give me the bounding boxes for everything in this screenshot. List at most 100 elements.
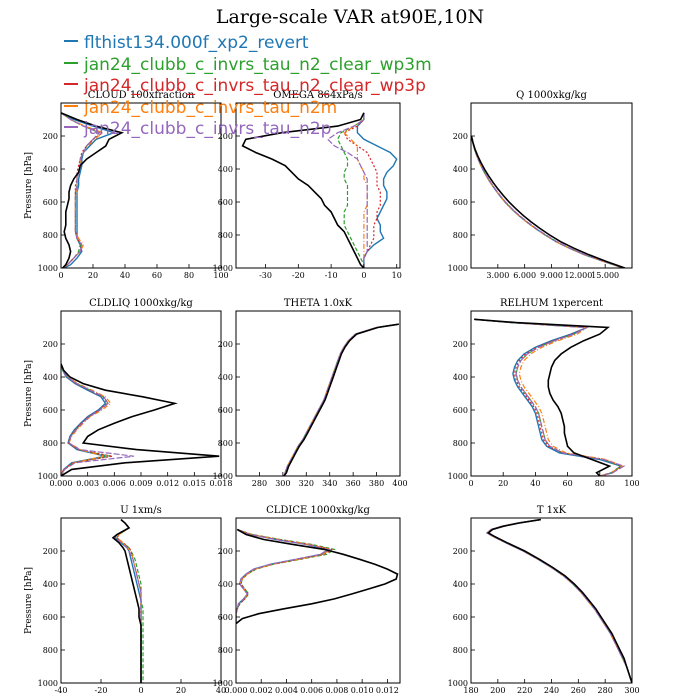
x-tick-label: 0 (361, 271, 366, 280)
x-tick-label: 0.009 (130, 479, 153, 488)
series-line (474, 318, 623, 476)
y-tick-label: 200 (218, 132, 233, 141)
x-tick-label: 180 (463, 686, 478, 695)
x-tick-label: 80 (184, 271, 194, 280)
series-line (114, 519, 142, 683)
x-tick-label: 0.006 (300, 686, 323, 695)
series-line (356, 112, 398, 268)
legend-label: jan24_clubb_c_invrs_tau_n2m (84, 97, 338, 118)
series-line (61, 363, 134, 476)
y-tick-label: 800 (43, 646, 58, 655)
y-tick-label: 1000 (213, 264, 233, 273)
series-line (471, 135, 625, 268)
y-tick-label: 800 (218, 231, 233, 240)
y-tick-label: 200 (218, 547, 233, 556)
series-line (326, 112, 368, 268)
panel-title: CLOUD 100xfraction (88, 90, 195, 101)
y-tick-label: 200 (43, 132, 58, 141)
x-tick-label: 20 (498, 479, 508, 488)
figure-title: Large-scale VAR at90E,10N (215, 6, 485, 28)
series-line (337, 112, 365, 268)
legend-label: jan24_clubb_c_invrs_tau_n2_clear_wp3m (84, 54, 432, 75)
x-tick-label: -40 (55, 686, 68, 695)
x-tick-label: -10 (325, 271, 338, 280)
series-line (343, 112, 368, 268)
panel: -30 -20 -10 0 10 200 400 600 800 1000 OMEGA 864xPa… (213, 90, 402, 280)
x-tick-label: 200 (490, 686, 505, 695)
series-line (486, 519, 632, 683)
x-tick-label: 380 (369, 479, 384, 488)
y-axis-label: Pressure [hPa] (24, 152, 34, 219)
reference-series-line (474, 318, 612, 476)
x-tick-label: 3.000 (486, 271, 509, 280)
x-tick-label: 60 (152, 271, 162, 280)
plot-frame (235, 102, 401, 269)
y-tick-label: 400 (453, 165, 468, 174)
y-tick-label: 600 (453, 613, 468, 622)
panel-title: RELHUM 1xpercent (500, 298, 603, 309)
panel-title: OMEGA 864xPa/s (273, 90, 363, 101)
series-line (471, 135, 624, 268)
x-tick-label: 0.004 (275, 686, 298, 695)
y-tick-label: 800 (43, 439, 58, 448)
x-tick-label: 60 (563, 479, 573, 488)
x-tick-label: 40 (120, 271, 130, 280)
series-line (283, 323, 399, 476)
series-line (474, 318, 624, 476)
y-tick-label: 400 (218, 373, 233, 382)
y-tick-label: 1000 (38, 472, 58, 481)
y-tick-label: 1000 (448, 679, 468, 688)
x-tick-label: 0.015 (183, 479, 206, 488)
panel-title: Q 1000xkg/kg (516, 90, 587, 101)
y-tick-label: 800 (453, 231, 468, 240)
x-tick-label: 0.012 (376, 686, 399, 695)
legend-entry: jan24_clubb_c_invrs_tau_n2_clear_wp3m (64, 55, 432, 77)
reference-series-line (61, 363, 220, 476)
x-tick-label: 340 (322, 479, 337, 488)
panel-title: CLDICE 1000xkg/kg (266, 505, 370, 516)
y-tick-label: 1000 (448, 472, 468, 481)
y-axis-label: Pressure [hPa] (24, 360, 34, 427)
series-line (283, 323, 399, 476)
plot-frame (470, 310, 633, 477)
y-tick-label: 200 (453, 132, 468, 141)
series-line (61, 363, 113, 476)
x-tick-label: 15.000 (591, 271, 619, 280)
legend-entry: flthist134.000f_xp2_revert (64, 33, 432, 55)
x-tick-label: 260 (571, 686, 586, 695)
legend-entry: jan24_clubb_c_invrs_tau_n2m (64, 98, 432, 120)
y-tick-label: 400 (218, 580, 233, 589)
x-tick-label: 40 (216, 686, 226, 695)
legend-entry: jan24_clubb_c_invrs_tau_n2p (64, 119, 432, 141)
panel: 0 20 40 60 80 100 200 400 600 800 1000 RELHUM 1xper… (448, 298, 640, 488)
x-tick-label: 0.012 (156, 479, 179, 488)
x-tick-label: 12.000 (564, 271, 592, 280)
legend-swatch (64, 104, 78, 107)
y-tick-label: 200 (43, 547, 58, 556)
legend-entry: jan24_clubb_c_invrs_tau_n2_clear_wp3p (64, 76, 432, 98)
panel: 0.000 0.003 0.006 0.009 0.012 0.015 0.018 200 40… (24, 298, 232, 488)
y-tick-label: 400 (453, 373, 468, 382)
x-tick-label: 0.008 (325, 686, 348, 695)
y-tick-label: 400 (43, 373, 58, 382)
series-line (474, 318, 626, 476)
series-line (283, 323, 399, 476)
x-tick-label: 0 (58, 271, 63, 280)
x-tick-label: -30 (259, 271, 272, 280)
legend-swatch (64, 61, 78, 64)
series-line (116, 519, 142, 683)
panel-title: CLDLIQ 1000xkg/kg (89, 298, 193, 309)
panel: 180 200 220 240 260 280 300 200 400 600 800 1000 T 1… (448, 505, 640, 695)
y-tick-label: 1000 (213, 679, 233, 688)
x-tick-label: 280 (252, 479, 267, 488)
panel: 280 300 320 340 360 380 400 200 400 600 800 1000 THE… (213, 298, 408, 488)
y-tick-label: 800 (453, 439, 468, 448)
y-tick-label: 600 (453, 406, 468, 415)
plot-frame (60, 102, 222, 269)
panel: -40 -20 0 20 40 200 400 600 800 1000 U 1xm/s Pressu… (24, 505, 226, 695)
x-tick-label: 80 (595, 479, 605, 488)
x-tick-label: 220 (517, 686, 532, 695)
plot-frame (235, 517, 401, 684)
panel-title: U 1xm/s (120, 505, 162, 516)
